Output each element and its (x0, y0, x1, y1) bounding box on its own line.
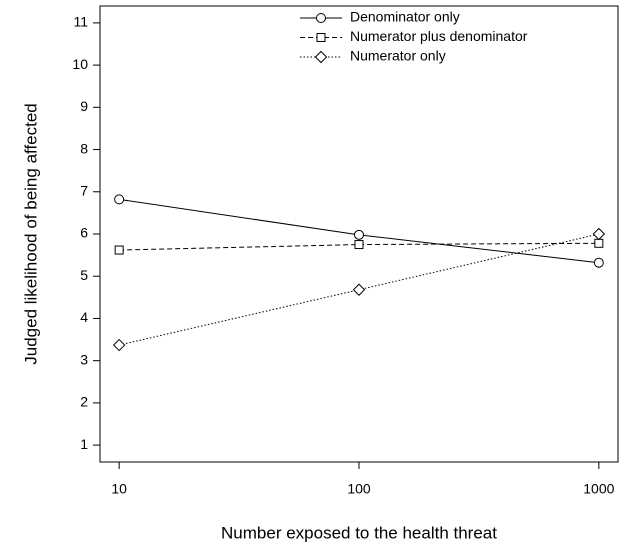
y-tick-label: 5 (80, 267, 88, 283)
marker (353, 229, 364, 240)
marker (316, 13, 326, 23)
y-tick-label: 9 (80, 98, 88, 114)
marker (592, 227, 606, 241)
marker (354, 240, 364, 250)
marker (112, 338, 126, 352)
marker (114, 194, 125, 205)
marker (593, 257, 604, 268)
y-tick-label: 6 (80, 225, 88, 241)
y-axis-label: Judged likelihood of being affected (21, 103, 40, 365)
marker (352, 283, 366, 296)
y-tick-label: 8 (80, 140, 88, 156)
x-tick-label: 100 (347, 481, 371, 497)
marker (316, 33, 326, 42)
marker (594, 238, 604, 248)
y-tick-label: 3 (80, 351, 88, 367)
x-tick-label: 1000 (583, 481, 614, 497)
legend-label: Denominator only (350, 9, 460, 25)
y-tick-label: 7 (80, 182, 88, 198)
marker (114, 245, 124, 255)
x-axis-label: Number exposed to the health threat (221, 523, 497, 542)
y-tick-label: 1 (80, 436, 88, 452)
y-tick-label: 10 (72, 56, 88, 72)
x-tick-label: 10 (111, 481, 127, 497)
legend-label: Numerator plus denominator (350, 28, 528, 44)
legend-label: Numerator only (350, 48, 446, 64)
marker (314, 50, 328, 64)
y-tick-label: 11 (73, 14, 88, 30)
y-tick-label: 2 (80, 394, 88, 410)
y-tick-label: 4 (80, 309, 88, 325)
